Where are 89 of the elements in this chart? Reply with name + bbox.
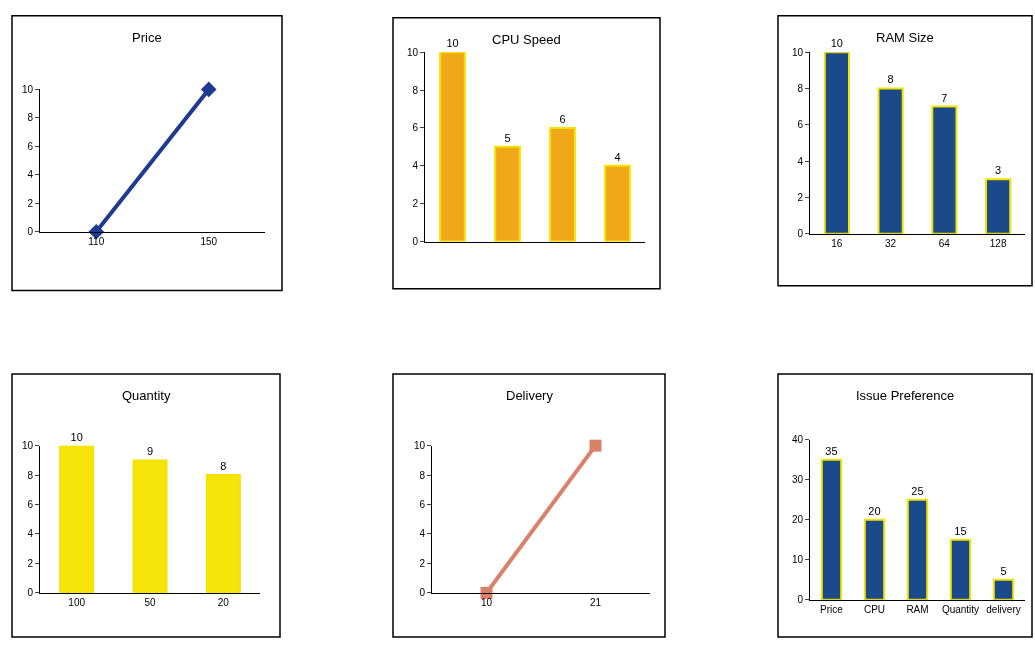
y-tick-label: 6 [27,140,34,152]
x-tick-label: RAM [906,603,929,615]
data-label: 10 [830,37,843,50]
data-label: 20 [868,504,881,517]
y-tick-label: 10 [21,83,34,95]
bar [823,52,850,234]
data-label: 15 [954,524,967,537]
x-tick-label: 128 [989,237,1007,249]
y-tick-label: 10 [406,46,419,58]
y-tick-label: 8 [797,82,804,94]
x-tick-label: delivery [986,603,1021,615]
data-label: 10 [70,430,83,443]
data-label: 8 [220,460,227,473]
data-label: 6 [559,112,566,125]
bar [132,459,168,593]
data-label: 8 [887,73,894,86]
x-tick-label: 64 [938,237,951,249]
y-tick-label: 2 [419,557,426,569]
data-label: 4 [614,150,621,163]
x-tick-label: 150 [200,235,218,247]
chart-title: Delivery [506,388,554,403]
y-tick-label: 8 [412,84,419,96]
bar [949,538,972,600]
data-label: 35 [825,444,838,457]
bar [863,518,886,600]
data-label: 25 [911,484,924,497]
x-tick-label: 21 [589,596,602,608]
y-tick-label: 0 [797,228,804,240]
x-tick-label: Quantity [941,603,980,615]
bar [439,52,466,242]
y-tick-label: 6 [797,119,804,131]
y-tick-label: 0 [797,594,804,606]
y-tick-label: 0 [27,587,34,599]
y-tick-label: 30 [791,474,804,486]
y-tick-label: 4 [412,160,419,172]
data-label: 5 [1000,564,1007,577]
bar [549,126,576,242]
y-tick-label: 0 [419,587,426,599]
x-tick-label: 110 [88,235,105,247]
bar [604,164,631,242]
y-tick-label: 6 [27,499,34,511]
x-tick-label: 10 [480,596,493,608]
y-tick-label: 4 [27,169,34,181]
bar [985,178,1012,234]
y-tick-label: 0 [27,226,34,238]
data-label: 5 [504,131,511,144]
bar [877,87,904,234]
data-label: 7 [941,91,948,104]
bar [820,458,843,600]
bar [992,578,1015,600]
y-tick-label: 8 [27,112,34,124]
bar [59,445,95,593]
bar [906,498,929,600]
y-tick-label: 4 [27,528,34,540]
x-tick-label: Price [820,603,844,615]
chart-title: CPU Speed [492,32,561,47]
y-tick-label: 8 [419,469,426,481]
y-tick-label: 4 [419,528,426,540]
y-tick-label: 2 [27,557,34,569]
y-tick-label: 6 [412,122,419,134]
chart-title: RAM Size [876,30,934,45]
y-tick-label: 2 [797,191,804,203]
x-tick-label: 20 [217,596,230,608]
y-tick-label: 10 [791,46,804,58]
y-tick-label: 20 [791,514,804,526]
x-tick-label: CPU [863,603,886,615]
chart-title: Issue Preference [856,388,955,403]
data-label: 10 [446,37,459,50]
x-tick-label: 32 [885,237,897,249]
x-tick-label: 50 [144,596,156,608]
data-label: 9 [146,445,154,458]
y-tick-label: 8 [27,469,34,481]
x-tick-label: 16 [831,237,843,249]
y-tick-label: 10 [413,440,426,452]
y-tick-label: 10 [21,440,34,452]
data-label: 3 [995,164,1002,177]
y-tick-label: 0 [412,236,419,248]
bar [494,145,521,242]
x-tick-label: 100 [68,596,86,608]
y-tick-label: 2 [412,198,419,210]
chart-title: Quantity [122,388,171,403]
y-tick-label: 6 [419,499,426,511]
y-tick-label: 4 [797,155,804,167]
bar [205,474,241,593]
y-tick-label: 10 [791,554,804,566]
chart-title: Price [132,30,162,45]
y-tick-label: 40 [791,434,804,446]
y-tick-label: 2 [27,197,34,209]
bar [931,105,958,234]
